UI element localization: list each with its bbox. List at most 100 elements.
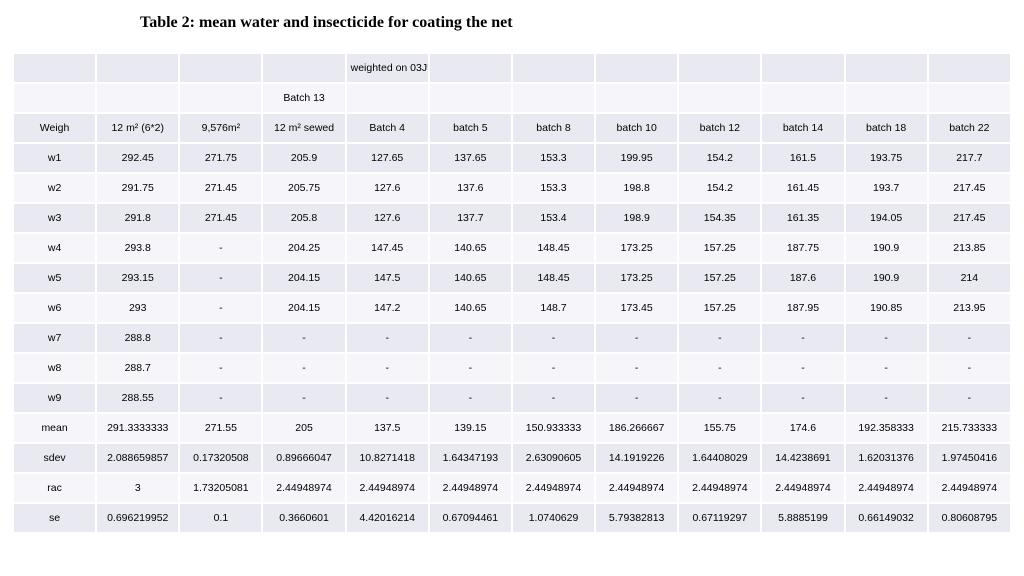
table-cell: 2.44948974 — [596, 474, 677, 502]
table-cell: 157.25 — [679, 234, 760, 262]
table-cell: 14.4238691 — [762, 444, 843, 472]
table-cell: 148.45 — [513, 234, 594, 262]
table-cell: 204.15 — [263, 294, 344, 322]
table-cell: 153.4 — [513, 204, 594, 232]
table-cell: 214 — [929, 264, 1010, 292]
table-title: Table 2: mean water and insecticide for … — [140, 14, 1024, 32]
table-cell: - — [929, 324, 1010, 352]
table-cell: 1.0740629 — [513, 504, 594, 532]
table-cell — [180, 84, 261, 112]
table-cell — [97, 54, 178, 82]
table-cell: - — [929, 384, 1010, 412]
table-cell: batch 10 — [596, 114, 677, 142]
table-cell — [679, 84, 760, 112]
table-cell: 194.05 — [846, 204, 927, 232]
table-cell: 187.75 — [762, 234, 843, 262]
table-cell: 291.75 — [97, 174, 178, 202]
table-cell: 205.9 — [263, 144, 344, 172]
table-cell: - — [430, 384, 511, 412]
table-cell: mean — [14, 414, 95, 442]
table-cell: 205.75 — [263, 174, 344, 202]
table-cell: w8 — [14, 354, 95, 382]
table-cell: 271.75 — [180, 144, 261, 172]
table-cell — [596, 84, 677, 112]
data-table: weighted on 03JUNE 2015Batch 13Weigh12 m… — [12, 52, 1012, 534]
table-cell: batch 14 — [762, 114, 843, 142]
table-cell: 1.64408029 — [679, 444, 760, 472]
table-cell: w4 — [14, 234, 95, 262]
table-cell: 198.8 — [596, 174, 677, 202]
table-cell: - — [513, 324, 594, 352]
table-cell: - — [846, 384, 927, 412]
table-cell: batch 18 — [846, 114, 927, 142]
table-cell: 213.95 — [929, 294, 1010, 322]
table-cell — [846, 54, 927, 82]
table-cell: 217.45 — [929, 204, 1010, 232]
table-cell: 204.15 — [263, 264, 344, 292]
table-cell: batch 5 — [430, 114, 511, 142]
table-cell: - — [180, 264, 261, 292]
table-cell: - — [430, 354, 511, 382]
table-cell — [97, 84, 178, 112]
table-cell: 137.5 — [347, 414, 428, 442]
table-cell — [929, 54, 1010, 82]
table-cell: 157.25 — [679, 264, 760, 292]
table-cell: - — [596, 324, 677, 352]
table-cell: 186.266667 — [596, 414, 677, 442]
table-cell: 0.696219952 — [97, 504, 178, 532]
table-cell: 1.64347193 — [430, 444, 511, 472]
table-cell: 2.63090605 — [513, 444, 594, 472]
table-cell: - — [180, 294, 261, 322]
table-cell: 192.358333 — [846, 414, 927, 442]
table-cell: 288.7 — [97, 354, 178, 382]
table-cell: 139.15 — [430, 414, 511, 442]
table-cell: 293 — [97, 294, 178, 322]
table-cell — [596, 54, 677, 82]
table-cell: 157.25 — [679, 294, 760, 322]
table-cell: 153.3 — [513, 144, 594, 172]
table-cell: 0.80608795 — [929, 504, 1010, 532]
table-cell: 288.55 — [97, 384, 178, 412]
table-cell: 140.65 — [430, 294, 511, 322]
table-cell — [14, 84, 95, 112]
table-cell: se — [14, 504, 95, 532]
table-cell: 190.85 — [846, 294, 927, 322]
table-cell: 12 m² (6*2) — [97, 114, 178, 142]
table-cell: - — [596, 354, 677, 382]
table-cell: 0.67119297 — [679, 504, 760, 532]
table-cell: 0.89666047 — [263, 444, 344, 472]
table-cell: 174.6 — [762, 414, 843, 442]
table-cell: 1.97450416 — [929, 444, 1010, 472]
table-cell: 140.65 — [430, 234, 511, 262]
table-cell: 2.44948974 — [263, 474, 344, 502]
table-cell: Batch 4 — [347, 114, 428, 142]
table-cell: 2.088659857 — [97, 444, 178, 472]
table-cell: - — [762, 324, 843, 352]
table-cell: 199.95 — [596, 144, 677, 172]
table-cell: 5.79382813 — [596, 504, 677, 532]
table-cell: - — [263, 354, 344, 382]
table-cell: - — [347, 324, 428, 352]
table-cell: - — [180, 384, 261, 412]
table-cell: - — [929, 354, 1010, 382]
table-cell: - — [846, 324, 927, 352]
table-cell — [929, 84, 1010, 112]
table-cell: 148.7 — [513, 294, 594, 322]
table-cell — [513, 84, 594, 112]
table-cell: 293.8 — [97, 234, 178, 262]
table-cell: 291.3333333 — [97, 414, 178, 442]
table-cell: 205.8 — [263, 204, 344, 232]
table-cell: 2.44948974 — [929, 474, 1010, 502]
table-cell: 161.5 — [762, 144, 843, 172]
table-cell — [679, 54, 760, 82]
table-cell: 150.933333 — [513, 414, 594, 442]
table-cell: 271.55 — [180, 414, 261, 442]
table-cell: 291.8 — [97, 204, 178, 232]
table-cell: 1.62031376 — [846, 444, 927, 472]
table-cell: 0.1 — [180, 504, 261, 532]
table-cell: - — [430, 324, 511, 352]
table-cell: 0.17320508 — [180, 444, 261, 472]
table-cell: 288.8 — [97, 324, 178, 352]
table-cell: 193.75 — [846, 144, 927, 172]
table-cell: - — [596, 384, 677, 412]
